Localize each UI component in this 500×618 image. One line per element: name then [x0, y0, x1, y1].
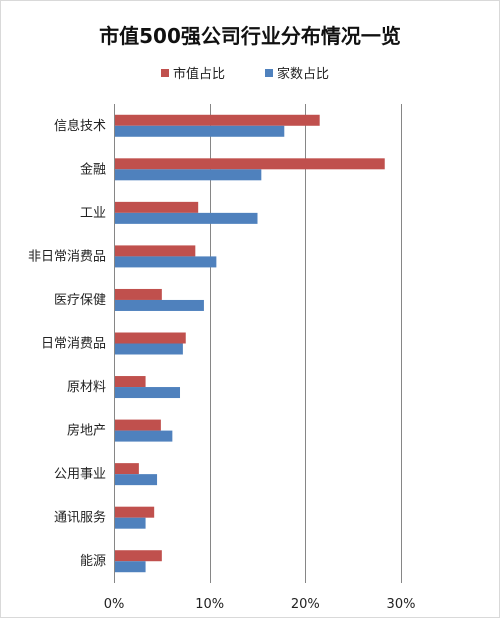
- bar-company-count-share: [114, 387, 181, 399]
- bar-market-cap-share: [114, 463, 139, 475]
- bar-market-cap-share: [114, 550, 162, 562]
- category-label: 信息技术: [54, 118, 106, 134]
- bar-company-count-share: [114, 517, 146, 529]
- bar-company-count-share: [114, 430, 173, 442]
- category-label: 非日常消费品: [28, 249, 106, 264]
- x-tick-label: 20%: [291, 597, 320, 612]
- bar-market-cap-share: [114, 201, 199, 213]
- legend: 市值占比 家数占比: [161, 66, 329, 82]
- bar-company-count-share: [114, 299, 204, 311]
- bar-market-cap-share: [114, 376, 146, 388]
- bar-market-cap-share: [114, 332, 186, 344]
- bars: [114, 114, 385, 573]
- bar-market-cap-share: [114, 158, 385, 170]
- bar-market-cap-share: [114, 245, 196, 257]
- category-label: 公用事业: [54, 467, 106, 482]
- category-label: 能源: [80, 554, 106, 569]
- bar-company-count-share: [114, 212, 258, 224]
- x-axis-tick-labels: 0% 10% 20% 30%: [104, 597, 416, 612]
- category-label: 工业: [80, 206, 106, 221]
- bar-company-count-share: [114, 125, 285, 137]
- bar-market-cap-share: [114, 419, 161, 431]
- legend-label-market-cap: 市值占比: [173, 66, 225, 82]
- legend-label-company-count: 家数占比: [277, 66, 329, 82]
- bar-company-count-share: [114, 256, 217, 268]
- legend-swatch-market-cap: [161, 69, 169, 77]
- chart-title: 市值500强公司行业分布情况一览: [99, 24, 401, 48]
- category-label: 原材料: [67, 380, 106, 395]
- category-label: 医疗保健: [54, 293, 106, 308]
- category-label: 金融: [80, 161, 106, 177]
- bar-company-count-share: [114, 474, 158, 486]
- gridlines: [210, 104, 402, 583]
- legend-swatch-company-count: [265, 69, 273, 77]
- x-tick-label: 10%: [195, 597, 224, 612]
- bar-company-count-share: [114, 169, 262, 181]
- x-tick-label: 0%: [104, 597, 125, 612]
- category-label: 房地产: [67, 423, 106, 439]
- category-label: 日常消费品: [41, 337, 106, 352]
- category-label: 通讯服务: [54, 510, 106, 526]
- bar-company-count-share: [114, 343, 183, 355]
- x-tick-label: 30%: [387, 597, 416, 612]
- bar-market-cap-share: [114, 288, 162, 300]
- bar-market-cap-share: [114, 506, 155, 518]
- bar-market-cap-share: [114, 114, 320, 126]
- bar-company-count-share: [114, 561, 146, 573]
